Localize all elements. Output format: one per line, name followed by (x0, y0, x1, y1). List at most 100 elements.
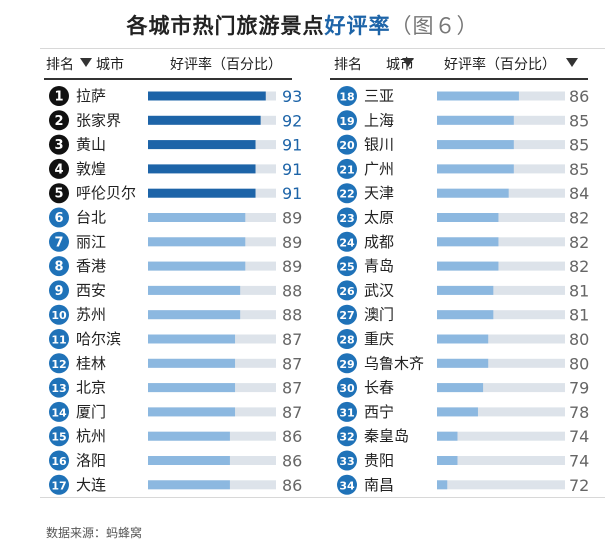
city-label: 桂林 (76, 354, 106, 372)
value-label: 74 (569, 452, 589, 471)
value-label: 88 (282, 281, 302, 300)
bar (437, 383, 484, 393)
top-divider (40, 48, 605, 49)
bar (148, 285, 241, 295)
rank-badge (49, 329, 69, 349)
rank-number: 24 (339, 236, 355, 249)
value-label: 86 (569, 87, 589, 106)
rank-badge (337, 304, 357, 325)
rank-number: 28 (339, 334, 354, 347)
rank-badge (49, 158, 69, 179)
title-figure-number: （图６） (390, 14, 479, 38)
city-label: 呼伦贝尔 (76, 184, 136, 202)
bar (148, 140, 256, 150)
city-label: 广州 (364, 160, 394, 178)
rank-badge (49, 426, 69, 447)
bar (437, 91, 519, 101)
bar-track (437, 261, 565, 271)
value-label: 86 (282, 427, 302, 446)
bar (437, 407, 478, 417)
rank-number: 25 (339, 261, 354, 274)
city-label: 南昌 (364, 476, 394, 494)
chart-title: 各城市热门旅游景点好评率（图６） (0, 10, 605, 40)
rank-number: 20 (339, 139, 355, 152)
bar-track (437, 431, 565, 441)
sort-triangle-icon (566, 58, 578, 67)
bar (437, 456, 458, 465)
city-label: 杭州 (76, 427, 106, 445)
rank-badge (337, 401, 357, 422)
rank-badge (337, 280, 357, 301)
rank-badge (49, 110, 69, 131)
city-label: 银川 (364, 136, 394, 154)
rank-number: 12 (51, 358, 66, 371)
value-label: 80 (569, 354, 589, 373)
bar-track (437, 456, 565, 465)
rank-badge (337, 353, 357, 374)
rank-number: 32 (339, 431, 354, 444)
rank-number: 27 (339, 309, 354, 322)
bar (437, 164, 514, 174)
value-label: 93 (282, 87, 302, 106)
city-label: 三亚 (364, 87, 394, 105)
rank-number: 5 (54, 187, 63, 202)
rank-number: 6 (54, 211, 63, 226)
rank-badge (49, 304, 69, 325)
rank-number: 19 (339, 115, 354, 128)
value-label: 86 (282, 476, 302, 495)
rank-number: 21 (339, 163, 354, 176)
bar-track (437, 480, 565, 490)
value-label: 74 (569, 427, 589, 446)
value-label: 88 (282, 306, 302, 325)
source-note: 数据来源：蚂蜂窝 (46, 526, 143, 540)
bar (437, 261, 499, 271)
value-label: 87 (282, 354, 302, 373)
rank-number: 18 (339, 91, 354, 104)
rank-number: 15 (51, 431, 66, 444)
bar (148, 164, 256, 174)
rank-number: 13 (51, 382, 66, 395)
city-label: 台北 (76, 209, 106, 227)
bar-track (437, 310, 565, 320)
bar (148, 480, 230, 490)
value-label: 82 (569, 209, 589, 228)
bar (148, 358, 236, 368)
rank-badge (49, 231, 69, 252)
right-header-rank: 排名 (334, 57, 362, 73)
rank-number: 26 (339, 285, 355, 298)
city-label: 洛阳 (76, 452, 106, 470)
rank-number: 9 (54, 284, 63, 299)
value-label: 84 (569, 184, 589, 203)
city-label: 哈尔滨 (76, 330, 121, 348)
rank-number: 2 (54, 114, 63, 129)
value-label: 82 (569, 233, 589, 252)
bar-track (437, 407, 565, 417)
value-label: 91 (282, 136, 302, 155)
city-label: 贵阳 (364, 452, 394, 470)
city-label: 澳门 (364, 306, 394, 324)
rank-badge (337, 450, 357, 471)
bar (148, 237, 246, 247)
rank-number: 30 (339, 382, 355, 395)
city-label: 长春 (364, 379, 394, 397)
bar-track (437, 334, 565, 344)
city-label: 西宁 (364, 403, 394, 421)
title-highlight: 好评率 (324, 14, 391, 38)
rank-badge (337, 329, 357, 349)
left-header-rate: 好评率（百分比） (170, 57, 282, 73)
city-label: 拉萨 (76, 87, 106, 105)
bar-track (437, 285, 565, 295)
rank-badge (49, 353, 69, 374)
rank-number: 17 (51, 479, 66, 492)
bar (437, 285, 494, 295)
value-label: 81 (569, 281, 589, 300)
rank-number: 14 (51, 406, 67, 419)
bar (437, 213, 499, 222)
value-label: 86 (282, 452, 302, 471)
city-label: 苏州 (76, 306, 106, 324)
rank-badge (49, 450, 69, 471)
bottom-divider (40, 497, 605, 498)
value-label: 87 (282, 403, 302, 422)
city-label: 太原 (364, 209, 394, 227)
value-label: 92 (282, 111, 302, 130)
